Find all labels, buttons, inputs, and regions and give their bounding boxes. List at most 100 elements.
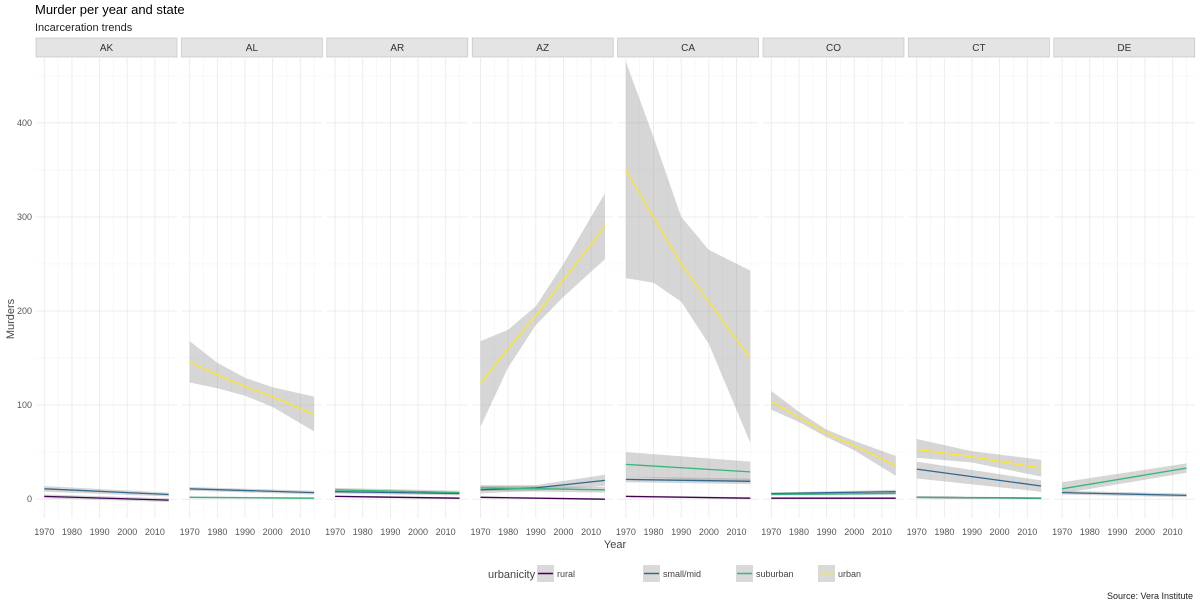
x-tick-label: 1990 (380, 527, 400, 537)
x-tick-label: 2000 (263, 527, 283, 537)
series-line-rural (44, 495, 169, 501)
x-tick-label: 1990 (90, 527, 110, 537)
x-tick-label: 1980 (1080, 527, 1100, 537)
x-tick-label: 1990 (962, 527, 982, 537)
legend-item-suburban: suburban (736, 565, 794, 582)
series-line-urban (770, 400, 896, 466)
confidence-band-urban (771, 391, 896, 476)
x-tick-label: 1970 (325, 527, 345, 537)
chart-subtitle: Incarceration trends (35, 22, 133, 34)
facet-strip-label: CO (826, 43, 841, 54)
chart-caption: Source: Vera Institute (1107, 591, 1193, 601)
facet-strip-label: AZ (536, 43, 549, 54)
y-axis-title: Murders (5, 298, 17, 339)
x-tick-label: 1970 (34, 527, 54, 537)
y-tick-label: 100 (17, 400, 32, 410)
x-tick-label: 1970 (470, 527, 490, 537)
series-line-urban (916, 448, 1042, 469)
legend-label: rural (557, 569, 575, 579)
facet-strip (1053, 37, 1196, 58)
y-tick-label: 0 (27, 494, 32, 504)
x-tick-label: 2000 (408, 527, 428, 537)
facet-strip-label: CA (681, 43, 695, 54)
facet-strip (617, 37, 759, 58)
x-tick-label: 1990 (235, 527, 255, 537)
series-line-small-mid (44, 488, 169, 496)
facet-panel-de: DE 1970 1980 1990 2000 2010 (1052, 37, 1196, 537)
facet-strip (471, 37, 614, 58)
series-line-suburban (1061, 467, 1187, 490)
facet-panel-co: CO 1970 1980 1990 2000 2010 (761, 37, 905, 537)
series-line-suburban (771, 492, 896, 496)
x-tick-label: 2000 (990, 527, 1010, 537)
series-line-small-mid (771, 491, 896, 495)
series-line-suburban (189, 496, 315, 499)
x-tick-label: 2000 (117, 527, 137, 537)
x-tick-label: 1980 (353, 527, 373, 537)
facet-strip-label: AL (246, 43, 259, 54)
facet-strip-label: AK (100, 43, 114, 54)
x-tick-label: 1990 (526, 527, 546, 537)
x-tick-label: 1970 (907, 527, 927, 537)
x-tick-label: 1970 (1052, 527, 1072, 537)
x-tick-label: 2010 (726, 527, 746, 537)
x-tick-label: 2000 (699, 527, 719, 537)
x-tick-label: 1980 (498, 527, 518, 537)
facet-panel-ak: AK 1970 1980 1990 2000 2010 0 100 200 300 400 (17, 37, 178, 537)
x-tick-label: 1980 (62, 527, 82, 537)
x-tick-label: 2010 (290, 527, 310, 537)
series-line-small-mid (480, 479, 605, 491)
facet-panel-ct: CT 1970 1980 1990 2000 2010 (907, 37, 1050, 537)
confidence-band-urban (189, 341, 315, 432)
series-line-small-mid (625, 478, 751, 482)
y-tick-label: 300 (17, 212, 32, 222)
x-tick-label: 1980 (934, 527, 954, 537)
x-tick-label: 1970 (180, 527, 200, 537)
facet-strip (35, 37, 178, 58)
x-tick-label: 1990 (671, 527, 691, 537)
x-tick-label: 2010 (872, 527, 892, 537)
x-tick-label: 2010 (581, 527, 601, 537)
series-line-urban (479, 225, 606, 384)
x-tick-label: 1970 (616, 527, 636, 537)
facet-panel-az: AZ 1970 1980 1990 2000 2010 (470, 37, 614, 537)
confidence-band-suburban (625, 452, 751, 483)
legend-title: urbanicity (488, 569, 536, 581)
confidence-band-urban (480, 193, 605, 427)
series-line-small-mid (1062, 491, 1187, 497)
series-line-suburban (335, 489, 460, 494)
series-line-small-mid (189, 488, 315, 494)
legend-item-urban: urban (818, 565, 861, 582)
x-tick-label: 2000 (844, 527, 864, 537)
y-tick-label: 200 (17, 306, 32, 316)
series-line-urban (625, 169, 751, 359)
facet-strip-label: AR (390, 43, 404, 54)
x-tick-label: 1980 (789, 527, 809, 537)
facet-strip (326, 37, 469, 58)
facet-panel-ca: CA 1970 1980 1990 2000 2010 (616, 37, 759, 537)
x-axis-title: Year (604, 539, 627, 551)
facet-strip (181, 37, 323, 58)
series-line-rural (625, 495, 751, 499)
series-line-suburban (480, 487, 605, 491)
series-line-small-mid (916, 468, 1042, 487)
confidence-band-small-mid (916, 461, 1042, 492)
x-tick-label: 1990 (1107, 527, 1127, 537)
series-line-urban (189, 361, 315, 416)
facet-strip-label: CT (972, 43, 985, 54)
series-line-suburban (625, 463, 751, 473)
series-line-suburban (916, 496, 1042, 499)
legend-label: small/mid (663, 569, 701, 579)
x-tick-label: 2010 (1163, 527, 1183, 537)
x-tick-label: 2010 (1017, 527, 1037, 537)
legend: urbanicity rural small/mid suburban urban (488, 565, 861, 582)
chart-title: Murder per year and state (35, 2, 185, 17)
legend-label: suburban (756, 569, 794, 579)
series-line-rural (480, 496, 605, 500)
legend-label: urban (838, 569, 861, 579)
x-tick-label: 1980 (644, 527, 664, 537)
facet-panel-ar: AR 1970 1980 1990 2000 2010 (325, 37, 469, 537)
x-tick-label: 2010 (145, 527, 165, 537)
legend-item-rural: rural (537, 565, 575, 582)
x-tick-label: 2000 (553, 527, 573, 537)
